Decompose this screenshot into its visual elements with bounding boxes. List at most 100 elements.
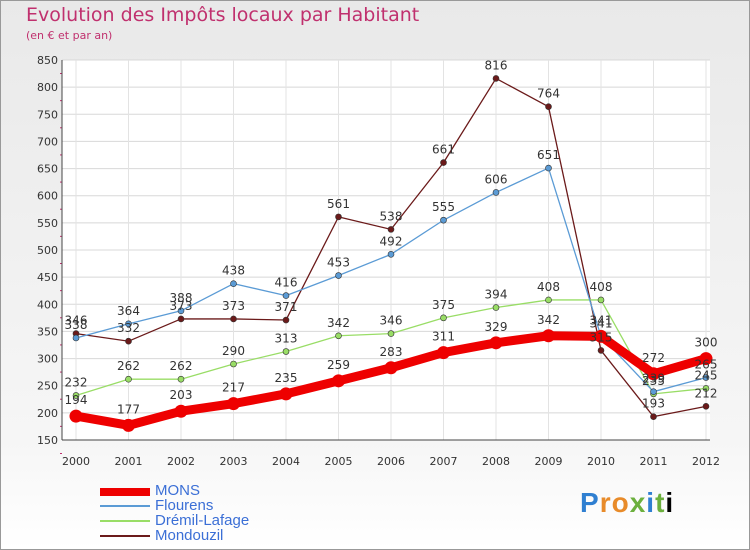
data-label-Mondouzil-2000: 346 (65, 314, 88, 328)
data-label-MONS-2001: 177 (117, 402, 140, 416)
data-label-Mondouzil-2007: 661 (432, 143, 455, 157)
point-MONS-2000 (69, 409, 83, 423)
y-tick-label-300: 300 (37, 353, 58, 366)
chart-title: Evolution des Impôts locaux par Habitant (26, 4, 420, 26)
y-tick-label-250: 250 (37, 380, 58, 393)
point-Flourens-2003 (230, 280, 237, 287)
point-MONS-2012 (699, 352, 713, 366)
point-Mondouzil-2005 (335, 213, 342, 221)
point-Drémil-Lafage-2006 (387, 330, 395, 337)
y-tick-label-800: 800 (37, 81, 58, 94)
point-Flourens-2011 (650, 388, 657, 395)
point-Mondouzil-2006 (387, 226, 395, 233)
data-label-Drémil-Lafage-2012: 245 (695, 368, 718, 382)
data-label-Flourens-2005: 453 (327, 256, 350, 270)
data-label-Flourens-2004: 416 (275, 276, 298, 290)
point-Mondouzil-2011 (650, 413, 657, 420)
data-label-Flourens-2009: 651 (537, 148, 560, 162)
data-label-Mondouzil-2011: 193 (642, 397, 665, 411)
legend-swatch-mons (100, 488, 150, 496)
data-label-Drémil-Lafage-2002: 262 (170, 359, 193, 373)
data-label-Flourens-2012: 265 (695, 358, 718, 372)
data-label-Drémil-Lafage-2005: 342 (327, 316, 350, 330)
data-label-Flourens-2002: 388 (170, 291, 193, 305)
proxiti-logo: Proxiti (580, 487, 675, 518)
data-label-MONS-2005: 259 (327, 358, 350, 372)
data-label-Mondouzil-2003: 373 (222, 299, 245, 313)
y-tick-label-650: 650 (37, 163, 58, 176)
data-label-MONS-2000: 194 (65, 393, 88, 407)
data-label-Mondouzil-2010: 315 (590, 330, 613, 344)
point-MONS-2010 (594, 329, 608, 343)
y-tick-label-500: 500 (37, 244, 58, 257)
y-tick-label-200: 200 (37, 407, 58, 420)
point-Drémil-Lafage-2012 (702, 385, 710, 392)
point-MONS-2009 (542, 329, 555, 343)
point-Mondouzil-2004 (282, 316, 290, 324)
data-label-Drémil-Lafage-2008: 394 (485, 288, 508, 302)
point-Flourens-2004 (282, 292, 290, 299)
x-tick-label-2008: 2008 (482, 455, 510, 468)
x-tick-label-2000: 2000 (62, 455, 90, 468)
point-Mondouzil-2002 (177, 315, 185, 323)
x-tick-label-2011: 2011 (640, 455, 668, 468)
y-tick-label-450: 450 (37, 271, 58, 284)
point-Flourens-2002 (177, 307, 185, 315)
point-Flourens-2000 (72, 334, 80, 342)
data-label-Drémil-Lafage-2003: 290 (222, 344, 245, 358)
data-label-MONS-2007: 311 (432, 330, 455, 344)
y-tick-label-550: 550 (37, 217, 58, 230)
data-label-Drémil-Lafage-2004: 313 (275, 332, 298, 346)
data-label-Mondouzil-2008: 816 (485, 58, 508, 72)
point-Drémil-Lafage-2000 (72, 392, 80, 399)
data-label-MONS-2008: 329 (485, 320, 508, 334)
chart-subtitle: (en € et par an) (26, 29, 113, 42)
point-Mondouzil-2008 (492, 75, 500, 82)
y-tick-label-700: 700 (37, 135, 58, 148)
data-label-Flourens-2011: 239 (642, 372, 665, 386)
data-label-Drémil-Lafage-2001: 262 (117, 359, 140, 373)
data-label-Flourens-2003: 438 (222, 264, 245, 278)
legend-label-mondouzil: Mondouzil (155, 527, 224, 544)
y-tick-label-350: 350 (37, 325, 58, 338)
legend-label-mons: MONS (155, 482, 200, 499)
y-tick-label-750: 750 (37, 108, 58, 121)
legend-label-flourens: Flourens (155, 497, 214, 514)
data-label-MONS-2004: 235 (275, 371, 298, 385)
x-tick-label-2010: 2010 (587, 455, 615, 468)
data-label-Mondouzil-2009: 764 (537, 87, 560, 101)
data-label-Drémil-Lafage-2009: 408 (537, 280, 560, 294)
point-MONS-2002 (174, 404, 188, 418)
data-label-Drémil-Lafage-2000: 232 (65, 375, 88, 389)
point-MONS-2001 (122, 418, 135, 432)
y-tick-label-150: 150 (37, 434, 58, 447)
legend-swatch-mondouzil (100, 535, 150, 537)
point-Drémil-Lafage-2005 (335, 332, 342, 340)
point-Drémil-Lafage-2004 (282, 348, 290, 355)
point-MONS-2003 (227, 397, 240, 411)
point-Drémil-Lafage-2009 (545, 296, 552, 304)
legend-swatch-flourens (100, 505, 150, 507)
x-tick-label-2007: 2007 (430, 455, 458, 468)
point-Flourens-2007 (440, 216, 447, 224)
point-Flourens-2001 (125, 320, 132, 328)
point-Mondouzil-2001 (125, 337, 132, 345)
point-Drémil-Lafage-2010 (597, 296, 605, 304)
data-label-MONS-2012: 300 (695, 336, 718, 350)
data-label-Mondouzil-2001: 332 (117, 321, 140, 335)
point-MONS-2006 (384, 361, 398, 375)
point-Flourens-2005 (335, 272, 342, 279)
point-Mondouzil-2009 (545, 103, 552, 110)
x-tick-label-2012: 2012 (692, 455, 720, 468)
y-tick-label-600: 600 (37, 190, 58, 203)
data-label-MONS-2009: 342 (537, 313, 560, 327)
y-tick-label-400: 400 (37, 298, 58, 311)
data-label-Flourens-2007: 555 (432, 200, 455, 214)
point-Drémil-Lafage-2001 (125, 375, 132, 383)
data-label-Flourens-2010: 341 (590, 316, 613, 330)
data-label-Drémil-Lafage-2006: 346 (380, 314, 403, 328)
point-MONS-2005 (332, 374, 345, 388)
data-label-Mondouzil-2012: 212 (695, 386, 718, 400)
point-Drémil-Lafage-2008 (492, 304, 500, 311)
point-Mondouzil-2010 (597, 347, 605, 354)
